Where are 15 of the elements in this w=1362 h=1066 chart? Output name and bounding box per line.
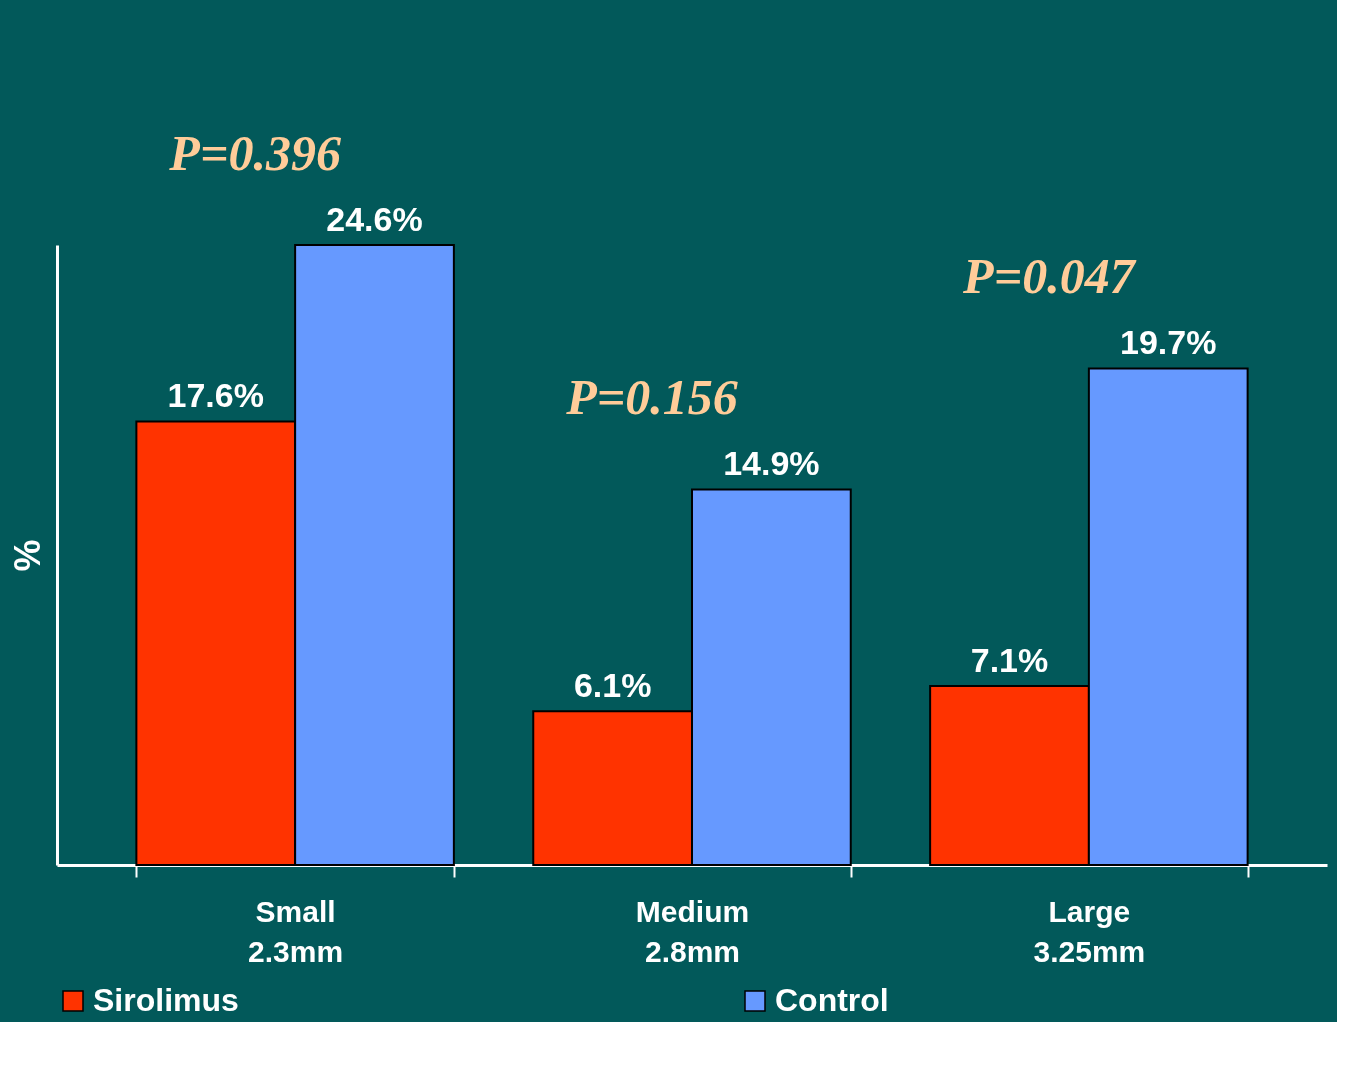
data-label: 14.9%	[723, 444, 820, 483]
x-tick-label: Large 3.25mm	[1033, 894, 1146, 968]
legend-label: Sirolimus	[93, 982, 239, 1018]
data-label: 17.6%	[167, 376, 264, 415]
data-label: 6.1%	[573, 666, 652, 705]
data-label: 19.7%	[1120, 323, 1217, 362]
annotation: P=0.047	[962, 248, 1137, 305]
y-axis-title: %	[6, 539, 48, 572]
x-tick-label: Small 2.3mm	[248, 894, 344, 968]
x-tick-label: Medium 2.8mm	[635, 894, 750, 968]
legend-label: Control	[775, 982, 889, 1018]
annotation: P=0.156	[565, 369, 738, 426]
data-label: 7.1%	[970, 641, 1049, 680]
data-label: 24.6%	[326, 200, 423, 238]
text: P=0.396	[168, 125, 341, 181]
